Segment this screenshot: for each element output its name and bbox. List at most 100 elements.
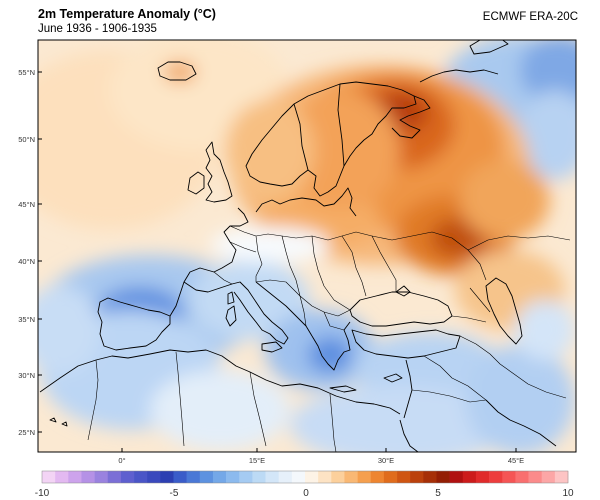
colorbar-swatch	[120, 471, 135, 483]
colorbar-swatch	[383, 471, 398, 483]
colorbar-swatch	[305, 471, 319, 483]
lat-label: 55°N	[18, 68, 35, 77]
lon-label: 0°	[118, 456, 125, 465]
border-sweden-norway	[293, 103, 309, 171]
colorbar-swatch	[318, 471, 332, 483]
lon-label: 45°E	[508, 456, 524, 465]
colorbar-swatch	[160, 471, 174, 483]
anomaly-field	[38, 40, 576, 452]
colorbar-swatch	[265, 471, 279, 483]
colorbar-label: 0	[303, 488, 309, 499]
colorbar	[41, 470, 569, 484]
coastline-great-britain	[205, 141, 233, 203]
coastline-scandinavia	[245, 81, 417, 197]
borders-europe	[213, 225, 397, 331]
coastline-gulf-of-lion	[183, 281, 233, 293]
lat-label: 35°N	[18, 315, 35, 324]
border-sweden-finland	[337, 83, 345, 167]
colorbar-swatch	[94, 471, 109, 483]
lat-label: 30°N	[18, 371, 35, 380]
colorbar-swatch	[370, 471, 385, 483]
coastline-russia-arctic	[419, 69, 499, 83]
colorbar-swatch	[147, 471, 161, 483]
colorbar-swatch	[291, 471, 306, 483]
coastline-crimea	[395, 285, 411, 297]
map-subtitle: June 1936 - 1906-1935	[38, 23, 157, 35]
data-source-label: ECMWF ERA-20C	[482, 11, 578, 23]
colorbar-label: -5	[170, 488, 179, 499]
coastline-anatolia	[351, 329, 461, 359]
coastline-iberia	[97, 297, 171, 351]
colorbar-swatch	[226, 471, 240, 483]
colorbar-swatch	[278, 471, 293, 483]
coastline-baltic	[255, 187, 357, 217]
colorbar-swatch	[423, 471, 437, 483]
colorbar-swatch	[55, 471, 69, 483]
colorbar-swatch	[199, 471, 214, 483]
lat-label: 40°N	[18, 257, 35, 266]
coastline-western-europe	[169, 207, 249, 317]
colorbar-swatch	[134, 471, 148, 483]
axis-ticks	[38, 71, 517, 452]
borders-russia-east	[371, 231, 571, 323]
coastline-caspian-sea	[485, 277, 523, 345]
colorbar-swatch	[344, 471, 358, 483]
colorbar-swatch	[186, 471, 201, 483]
coastline-sardinia	[225, 305, 237, 327]
coastline-ireland	[187, 171, 205, 195]
colorbar-swatch	[357, 471, 372, 483]
coastlines	[39, 40, 571, 452]
colorbar-swatch	[489, 471, 503, 483]
colorbar-swatch	[410, 471, 424, 483]
map-frame	[37, 39, 577, 453]
colorbar-swatch	[239, 471, 253, 483]
coastline-greece	[311, 321, 351, 371]
colorbar-swatch	[462, 471, 477, 483]
coastline-black-sea	[349, 291, 453, 327]
colorbar-label: -10	[35, 488, 50, 499]
colorbar-swatch	[502, 471, 516, 483]
colorbar-swatch	[252, 471, 266, 483]
coastline-north-africa	[39, 349, 401, 415]
coastline-cyprus	[383, 373, 403, 383]
lon-label: 30°E	[378, 456, 394, 465]
lat-label: 25°N	[18, 428, 35, 437]
coastline-novaya-zemlya	[469, 40, 509, 55]
colorbar-swatch	[449, 471, 464, 483]
borders-north-africa	[87, 351, 337, 452]
colorbar-swatch	[173, 471, 187, 483]
coastline-red-sea	[399, 419, 419, 452]
colorbar-swatch	[212, 471, 227, 483]
colorbar-swatch	[81, 471, 95, 483]
colorbar-swatch	[42, 471, 56, 483]
colorbar-swatch	[331, 471, 345, 483]
colorbar-label: 5	[435, 488, 441, 499]
coastline-iceland	[157, 61, 197, 81]
colorbar-swatch	[475, 471, 490, 483]
colorbar-swatch	[397, 471, 411, 483]
colorbar-swatch	[554, 471, 569, 483]
coastline-white-sea	[391, 95, 431, 139]
coastline-canary-islands	[49, 417, 68, 427]
colorbar-frame	[41, 470, 569, 484]
coastline-sicily	[261, 341, 283, 353]
coastline-italy	[231, 281, 289, 345]
lat-label: 45°N	[18, 200, 35, 209]
borders-middle-east	[411, 335, 567, 403]
coastline-persian-gulf	[485, 399, 557, 447]
coastline-corsica	[227, 291, 235, 305]
colorbar-swatch	[528, 471, 542, 483]
lat-label: 50°N	[18, 135, 35, 144]
latitude-labels: 55°N 50°N 45°N 40°N 35°N 30°N 25°N	[18, 68, 35, 437]
colorbar-swatch	[107, 471, 122, 483]
lon-label: 15°E	[249, 456, 265, 465]
map-title: 2m Temperature Anomaly (°C)	[38, 7, 216, 21]
colorbar-swatch	[515, 471, 529, 483]
colorbar-label: 10	[562, 488, 574, 499]
colorbar-swatch	[68, 471, 82, 483]
colorbar-labels: -10 -5 0 5 10	[35, 488, 574, 499]
longitude-labels: 0° 15°E 30°E 45°E	[118, 456, 524, 465]
colorbar-swatch	[541, 471, 556, 483]
colorbar-swatch	[436, 471, 450, 483]
